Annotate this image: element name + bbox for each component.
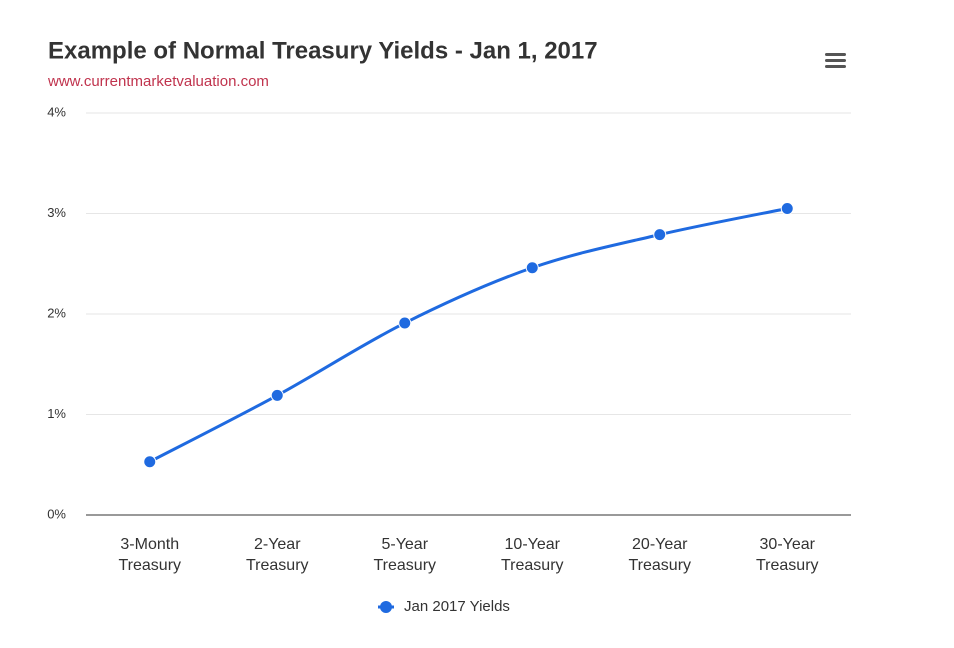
menu-button[interactable] bbox=[825, 53, 846, 68]
y-tick-label: 1% bbox=[47, 406, 66, 421]
y-tick-label: 0% bbox=[47, 506, 66, 521]
legend-label: Jan 2017 Yields bbox=[404, 598, 510, 615]
menu-bar bbox=[825, 53, 846, 56]
chart-subtitle: www.currentmarketvaluation.com bbox=[47, 73, 269, 90]
data-point bbox=[780, 201, 794, 215]
x-tick-label: 20-Year Treasury bbox=[628, 536, 692, 574]
y-tick-label: 4% bbox=[47, 104, 66, 119]
x-tick-label: 5-Year Treasury bbox=[373, 536, 437, 574]
data-point bbox=[653, 228, 667, 242]
legend-item[interactable]: Jan 2017 Yields bbox=[378, 598, 510, 615]
chart-title: Example of Normal Treasury Yields - Jan … bbox=[48, 37, 598, 64]
menu-bar bbox=[825, 65, 846, 68]
data-point bbox=[525, 261, 539, 275]
x-tick-label: 3-Month Treasury bbox=[118, 536, 182, 574]
x-tick-label: 30-Year Treasury bbox=[755, 536, 819, 574]
legend-marker bbox=[380, 601, 392, 613]
y-tick-label: 3% bbox=[47, 205, 66, 220]
y-tick-label: 2% bbox=[47, 305, 66, 320]
menu-bar bbox=[825, 59, 846, 62]
series-line bbox=[149, 207, 788, 464]
data-point bbox=[143, 455, 157, 469]
data-point bbox=[270, 388, 284, 402]
data-point bbox=[398, 316, 412, 330]
x-tick-label: 2-Year Treasury bbox=[245, 536, 309, 574]
x-tick-label: 10-Year Treasury bbox=[500, 536, 564, 574]
